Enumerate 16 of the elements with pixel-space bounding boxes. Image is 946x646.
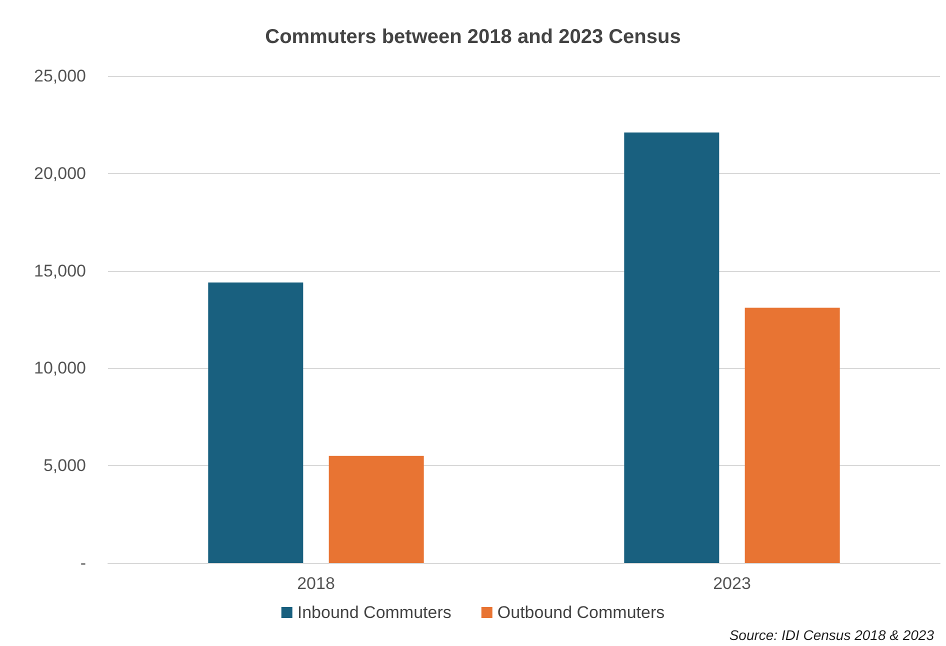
legend-label: Outbound Commuters xyxy=(497,603,665,622)
x-tick-label: 2023 xyxy=(713,574,751,593)
source-note: Source: IDI Census 2018 & 2023 xyxy=(729,627,934,643)
y-tick-label: 10,000 xyxy=(34,358,86,378)
y-tick-label: - xyxy=(80,554,86,572)
y-tick-label: 15,000 xyxy=(34,261,86,280)
x-tick-label: 2018 xyxy=(297,574,335,593)
legend-label: Inbound Commuters xyxy=(297,603,452,622)
y-tick-label: 5,000 xyxy=(43,456,86,476)
y-tick-label: 20,000 xyxy=(34,164,86,183)
bar xyxy=(208,282,304,563)
bar xyxy=(744,308,840,563)
y-tick-label: 25,000 xyxy=(34,66,86,86)
bar xyxy=(624,132,720,563)
bar xyxy=(328,456,424,563)
chart-title: Commuters between 2018 and 2023 Census xyxy=(265,26,681,48)
